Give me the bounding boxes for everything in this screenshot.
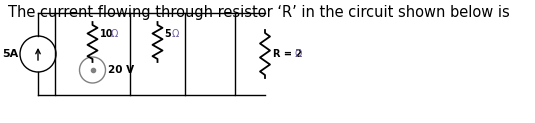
Text: Ω: Ω — [295, 49, 302, 59]
Text: 5A: 5A — [2, 49, 18, 59]
Text: The current flowing through resistor ‘R’ in the circuit shown below is: The current flowing through resistor ‘R’… — [8, 5, 510, 20]
Text: 10: 10 — [100, 29, 113, 39]
Text: Ω: Ω — [111, 29, 118, 39]
Text: 20 V: 20 V — [108, 65, 134, 75]
Text: R = 2: R = 2 — [273, 49, 302, 59]
Text: Ω: Ω — [172, 29, 179, 39]
Text: 5: 5 — [164, 29, 171, 39]
